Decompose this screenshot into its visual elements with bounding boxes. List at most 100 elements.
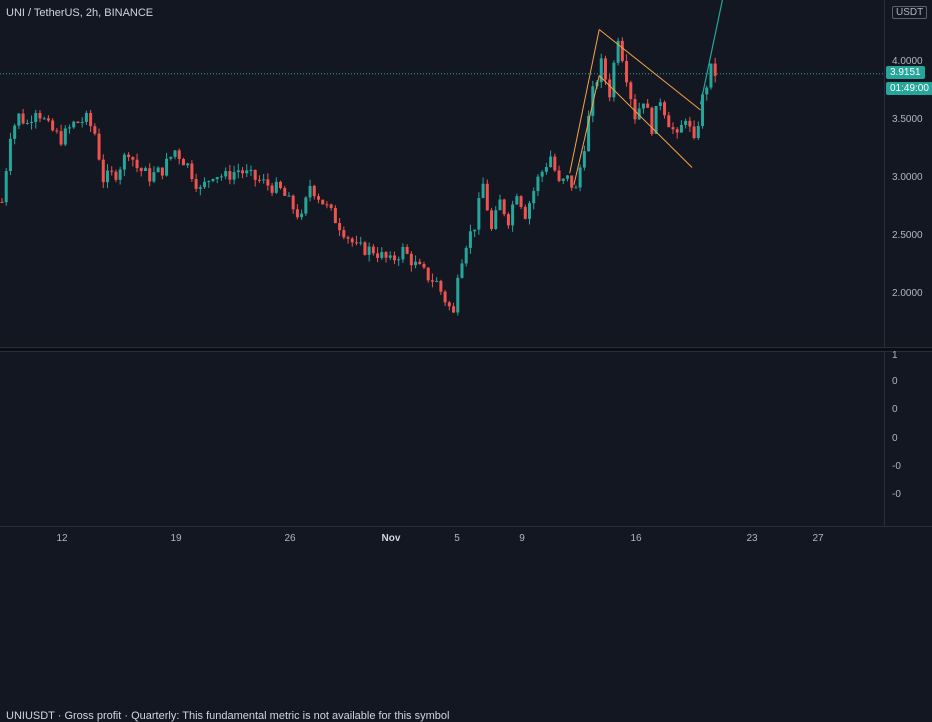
time-tick: 26 xyxy=(284,533,296,544)
candle-body xyxy=(485,183,489,211)
indicator-tick: 0 xyxy=(892,404,898,415)
time-axis[interactable]: 12 19 26 Nov 5 9 16 23 27 xyxy=(0,526,932,550)
projection-line xyxy=(699,0,723,105)
candle-body xyxy=(211,179,215,181)
candle-body xyxy=(620,40,624,62)
candle-body xyxy=(300,213,304,218)
candle-body xyxy=(696,125,700,139)
candle-body xyxy=(380,252,384,258)
indicator-legend: UNIUSDT · Gross profit · Quarterly: This… xyxy=(6,710,450,722)
indicator-scale[interactable]: 1 0 0 0 -0 -0 xyxy=(884,350,932,526)
candle-body xyxy=(262,179,266,181)
candle-body xyxy=(0,202,4,203)
time-tick: 27 xyxy=(812,533,824,544)
candle-body xyxy=(13,125,17,139)
candle-body xyxy=(553,156,557,171)
candle-body xyxy=(354,242,358,244)
candle-body xyxy=(709,63,713,88)
candle-body xyxy=(228,171,232,180)
candle-body xyxy=(21,113,25,124)
candle-body xyxy=(236,170,240,173)
candle-body xyxy=(173,150,177,157)
candle-body xyxy=(701,94,705,126)
candle-body xyxy=(55,130,59,132)
rising-channel-line xyxy=(569,29,600,174)
candle-body xyxy=(59,131,63,145)
candle-body xyxy=(266,179,270,186)
candle-body xyxy=(679,124,683,133)
candle-body xyxy=(460,263,464,278)
candle-body xyxy=(456,277,460,313)
candle-body xyxy=(392,255,396,261)
candle-body xyxy=(4,171,8,203)
candle-body xyxy=(468,231,472,248)
candle-body xyxy=(274,181,278,193)
candle-body xyxy=(317,196,320,200)
candle-body xyxy=(139,168,143,171)
candle-body xyxy=(511,204,515,226)
time-tick: 5 xyxy=(454,533,460,544)
indicator-tick: 1 xyxy=(892,350,898,361)
candle-body xyxy=(544,167,548,172)
falling-channel-lower xyxy=(598,75,693,168)
candle-body xyxy=(342,230,346,238)
candle-body xyxy=(224,171,228,177)
candle-body xyxy=(333,207,337,224)
candle-body xyxy=(637,108,641,120)
candle-body xyxy=(283,188,287,196)
price-scale[interactable]: 4.0000 3.5000 3.0000 2.5000 2.0000 xyxy=(884,0,932,347)
last-price-badge: 3.9151 xyxy=(886,66,925,79)
indicator-tick: 0 xyxy=(892,433,898,444)
candle-body xyxy=(599,58,603,83)
bar-countdown-badge: 01:49:00 xyxy=(886,82,932,95)
candle-body xyxy=(629,82,633,100)
candle-body xyxy=(371,246,375,254)
candle-body xyxy=(705,87,709,95)
price-tick: 3.5000 xyxy=(892,114,923,125)
candle-body xyxy=(152,172,156,182)
indicator-pane[interactable]: UNIUSDT · Gross profit · Quarterly: This… xyxy=(0,352,884,722)
time-tick: 23 xyxy=(746,533,758,544)
candle-body xyxy=(143,168,147,171)
main-chart-pane[interactable]: UNI / TetherUS, 2h, BINANCE xyxy=(0,0,884,347)
candle-body xyxy=(308,185,312,198)
candle-body xyxy=(194,179,198,189)
pane-separator[interactable] xyxy=(0,347,932,352)
candle-body xyxy=(106,170,109,183)
candle-body xyxy=(650,107,654,134)
falling-channel-upper xyxy=(598,29,701,111)
candle-body xyxy=(84,112,88,122)
candle-body xyxy=(72,121,76,128)
candle-body xyxy=(713,63,717,76)
candle-body xyxy=(46,118,50,121)
candle-body xyxy=(177,150,181,159)
candle-body xyxy=(165,158,169,176)
currency-unit-badge[interactable]: USDT xyxy=(892,6,928,19)
candle-body xyxy=(122,154,126,170)
candle-body xyxy=(160,167,164,176)
time-tick: 12 xyxy=(56,533,68,544)
candle-body xyxy=(612,62,616,98)
candle-body xyxy=(625,61,629,83)
candle-body xyxy=(502,199,506,215)
candle-body xyxy=(207,180,211,182)
candle-body xyxy=(304,197,308,214)
candle-body xyxy=(114,171,118,180)
candle-body xyxy=(321,199,325,205)
candle-body xyxy=(684,120,688,125)
candle-body xyxy=(582,151,586,168)
rising-channel-line xyxy=(573,75,600,185)
candlestick-chart[interactable] xyxy=(0,0,884,347)
symbol-legend[interactable]: UNI / TetherUS, 2h, BINANCE xyxy=(6,7,154,19)
candle-body xyxy=(616,40,620,63)
candle-body xyxy=(232,172,236,180)
candle-body xyxy=(253,169,257,180)
candle-body xyxy=(515,196,519,205)
candle-body xyxy=(490,210,494,229)
candle-body xyxy=(641,103,645,109)
candle-body xyxy=(51,120,55,131)
candle-body xyxy=(422,264,426,268)
candle-body xyxy=(540,171,544,177)
candle-body xyxy=(608,79,612,98)
candle-body xyxy=(452,306,456,313)
